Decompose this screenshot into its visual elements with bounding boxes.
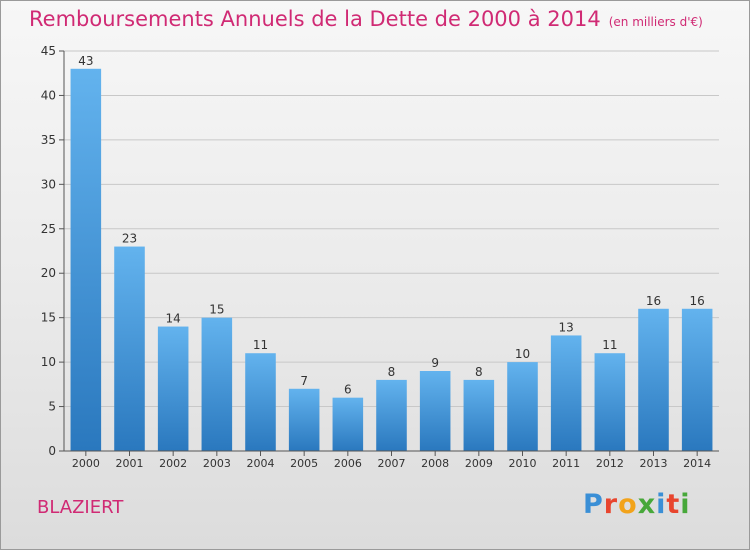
logo-letter: i: [680, 489, 691, 520]
data-label-2007: 8: [388, 365, 396, 379]
x-tick-label-2014: 2014: [683, 457, 711, 470]
data-label-2014: 16: [690, 294, 705, 308]
y-tick-label: 10: [41, 355, 56, 369]
y-tick-label: 5: [48, 400, 56, 414]
bar-2014: [681, 308, 713, 451]
logo-letter: r: [603, 489, 619, 520]
x-tick-label-2009: 2009: [465, 457, 493, 470]
data-label-2001: 23: [122, 232, 137, 246]
y-tick-label: 20: [41, 266, 56, 280]
x-tick-label-2011: 2011: [552, 457, 580, 470]
x-tick-label-2007: 2007: [378, 457, 406, 470]
y-tick-label: 25: [41, 222, 56, 236]
bar-2006: [332, 397, 364, 451]
bar-2012: [594, 353, 626, 451]
x-tick-label-2001: 2001: [116, 457, 144, 470]
data-label-2004: 11: [253, 338, 268, 352]
data-label-2003: 15: [209, 303, 224, 317]
x-tick-label-2000: 2000: [72, 457, 100, 470]
x-tick-label-2008: 2008: [421, 457, 449, 470]
data-label-2011: 13: [559, 320, 574, 334]
data-label-2012: 11: [602, 338, 617, 352]
chart-title: Remboursements Annuels de la Dette de 20…: [29, 7, 703, 31]
labels: 0 5 10 15 20 25 30 35 40 45 43 2000 23 2001 14 2002 15 20…: [41, 44, 711, 470]
y-tick-label: 35: [41, 133, 56, 147]
commune-name: BLAZIERT: [37, 497, 124, 518]
bar-2001: [114, 246, 145, 451]
bar-2013: [638, 308, 669, 451]
title-text: Remboursements Annuels de la Dette de 20…: [29, 7, 601, 31]
bar-2007: [376, 379, 407, 451]
data-label-2013: 16: [646, 294, 661, 308]
bar-2011: [550, 335, 582, 451]
x-tick-label-2002: 2002: [159, 457, 187, 470]
data-label-2002: 14: [166, 312, 181, 326]
data-label-2006: 6: [344, 383, 352, 397]
x-tick-label-2004: 2004: [247, 457, 275, 470]
proxiti-logo: Proxiti: [583, 489, 691, 520]
data-label-2000: 43: [78, 54, 93, 68]
unit-label: (en milliers d'€): [608, 15, 703, 29]
x-tick-label-2005: 2005: [290, 457, 318, 470]
logo-letter: i: [656, 489, 667, 520]
x-tick-label-2003: 2003: [203, 457, 231, 470]
axes: [59, 50, 719, 456]
bar-2000: [70, 68, 102, 452]
data-label-2010: 10: [515, 347, 530, 361]
bar-2005: [288, 388, 320, 451]
bar-2003: [201, 317, 233, 451]
bar-2009: [463, 379, 495, 451]
bar-2008: [419, 371, 451, 451]
y-tick-label: 15: [41, 311, 56, 325]
data-label-2009: 8: [475, 365, 483, 379]
logo-letter: P: [583, 489, 604, 520]
bar-2002: [157, 326, 189, 451]
x-tick-label-2010: 2010: [509, 457, 537, 470]
bars: [70, 68, 713, 452]
y-tick-label: 45: [41, 44, 56, 58]
logo-letter: x: [637, 489, 657, 520]
data-label-2005: 7: [300, 374, 308, 388]
data-label-2008: 9: [431, 356, 439, 370]
bar-2004: [245, 353, 276, 451]
logo-letter: o: [618, 489, 638, 520]
y-tick-label: 0: [48, 444, 56, 458]
x-tick-label-2013: 2013: [640, 457, 668, 470]
y-tick-label: 30: [41, 177, 56, 191]
logo-letter: t: [666, 489, 681, 520]
bar-2010: [507, 362, 538, 451]
x-tick-label-2006: 2006: [334, 457, 362, 470]
y-tick-label: 40: [41, 88, 56, 102]
x-tick-label-2012: 2012: [596, 457, 624, 470]
